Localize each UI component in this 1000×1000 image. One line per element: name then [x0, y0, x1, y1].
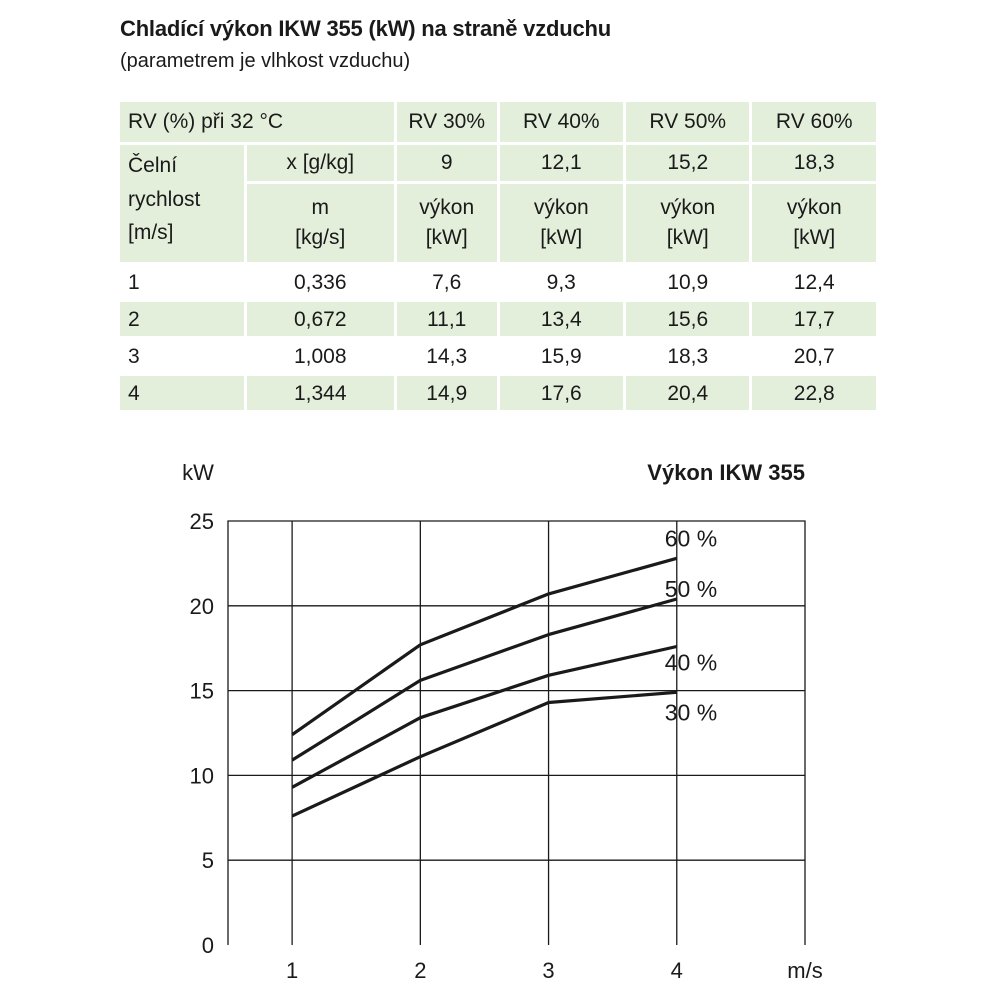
x-value: 9	[396, 145, 497, 181]
x-tick-label: 2	[414, 958, 426, 983]
unit-line: [kW]	[540, 226, 583, 249]
header-label: RV (%) při 32 °C	[120, 102, 394, 142]
page-title: Chladící výkon IKW 355 (kW) na straně vz…	[120, 16, 611, 41]
unit-line: [kW]	[793, 226, 836, 249]
y-tick-label: 15	[190, 679, 214, 704]
page-subtitle: (parametrem je vlhkost vzduchu)	[120, 50, 411, 72]
header-col: RV 40%	[499, 102, 624, 142]
series-line	[291, 597, 678, 762]
value-cell: 17,7	[752, 302, 876, 336]
value-cell: 20,7	[752, 339, 876, 373]
series-lines	[291, 556, 678, 818]
value-cell: 15,9	[499, 339, 624, 373]
speed-cell: 1	[120, 265, 244, 299]
unit-line: [kW]	[666, 226, 709, 249]
y-tick-label: 5	[202, 848, 214, 873]
unit-cell: výkon [kW]	[499, 184, 624, 262]
value-cell: 12,4	[752, 265, 876, 299]
table-row-x: Čelní rychlost [m/s] x [g/kg] 9 12,1 15,…	[120, 145, 876, 262]
m-cell: 0,672	[246, 302, 394, 336]
m-cell: 0,336	[246, 265, 394, 299]
unit-line: výkon	[533, 195, 589, 219]
unit-cell: výkon [kW]	[752, 184, 876, 262]
speed-label-line: Čelní	[128, 154, 178, 177]
x-tick-label: 1	[286, 958, 298, 983]
unit-line: výkon	[660, 195, 716, 219]
y-tick-label: 0	[202, 933, 214, 958]
unit-cell: výkon [kW]	[626, 184, 750, 262]
x-label: x [g/kg]	[246, 145, 394, 181]
value-cell: 14,3	[396, 339, 497, 373]
y-axis-label: kW	[182, 460, 214, 485]
series-label: 30 %	[665, 699, 717, 725]
table-row: 1 0,336 7,6 9,3 10,9 12,4	[120, 265, 876, 299]
value-cell: 17,6	[499, 376, 624, 410]
table-header-row: RV (%) při 32 °C RV 30% RV 40% RV 50% RV…	[120, 102, 876, 142]
unit-cell: výkon [kW]	[396, 184, 497, 262]
x-value: 12,1	[499, 145, 624, 181]
series-label: 60 %	[665, 525, 717, 551]
value-cell: 9,3	[499, 265, 624, 299]
plot-frame	[227, 520, 806, 945]
series-line	[291, 690, 677, 818]
value-cell: 22,8	[752, 376, 876, 410]
series-label: 40 %	[665, 650, 717, 676]
value-cell: 18,3	[626, 339, 750, 373]
table-row-m: m [kg/s] výkon [kW] výkon [kW] výkon [kW] v…	[120, 184, 876, 262]
speed-cell: 2	[120, 302, 244, 336]
header-col: RV 30%	[396, 102, 497, 142]
value-cell: 13,4	[499, 302, 624, 336]
unit-line: výkon	[419, 195, 475, 219]
m-cell: 1,344	[246, 376, 394, 410]
value-cell: 14,9	[396, 376, 497, 410]
value-cell: 15,6	[626, 302, 750, 336]
speed-label-cell: Čelní rychlost [m/s]	[120, 145, 244, 262]
value-cell: 20,4	[626, 376, 750, 410]
unit-line: [kW]	[425, 226, 468, 249]
m-cell: 1,008	[246, 339, 394, 373]
series-labels: 30 % 40 % 50 % 60 %	[665, 525, 717, 725]
table-row: 3 1,008 14,3 15,9 18,3 20,7	[120, 339, 876, 373]
value-cell: 10,9	[626, 265, 750, 299]
speed-label-line: rychlost	[128, 187, 201, 211]
chart-title: Výkon IKW 355	[647, 460, 805, 485]
unit-line: výkon	[786, 195, 842, 219]
y-tick-label: 10	[190, 763, 214, 788]
series-line	[291, 556, 678, 737]
y-tick-label: 25	[190, 509, 214, 534]
x-tick-label: 4	[671, 958, 683, 983]
m-label-line: m	[311, 195, 329, 219]
ticks: 0 5 10 15 20 25 1 2 3 4	[190, 509, 683, 983]
grid	[227, 520, 806, 945]
x-axis-label: m/s	[787, 958, 822, 983]
speed-label-line: [m/s]	[128, 221, 174, 245]
value-cell: 7,6	[396, 265, 497, 299]
header-col: RV 60%	[752, 102, 876, 142]
header-col: RV 50%	[626, 102, 750, 142]
x-tick-label: 3	[542, 958, 554, 983]
performance-chart: kW Výkon IKW 355 m/s 0 5 10 15 20 25 1 2 3 4 30 %…	[182, 460, 823, 983]
value-cell: 11,1	[396, 302, 497, 336]
x-value: 18,3	[752, 145, 876, 181]
performance-table: RV (%) při 32 °C RV 30% RV 40% RV 50% RV…	[117, 99, 879, 413]
series-line	[291, 644, 678, 789]
table-row: 2 0,672 11,1 13,4 15,6 17,7	[120, 302, 876, 336]
x-value: 15,2	[626, 145, 750, 181]
y-tick-label: 20	[190, 594, 214, 619]
m-label-line: [kg/s]	[295, 226, 346, 249]
speed-cell: 4	[120, 376, 244, 410]
speed-cell: 3	[120, 339, 244, 373]
series-label: 50 %	[665, 576, 717, 602]
table-row: 4 1,344 14,9 17,6 20,4 22,8	[120, 376, 876, 410]
m-label: m [kg/s]	[246, 184, 394, 262]
